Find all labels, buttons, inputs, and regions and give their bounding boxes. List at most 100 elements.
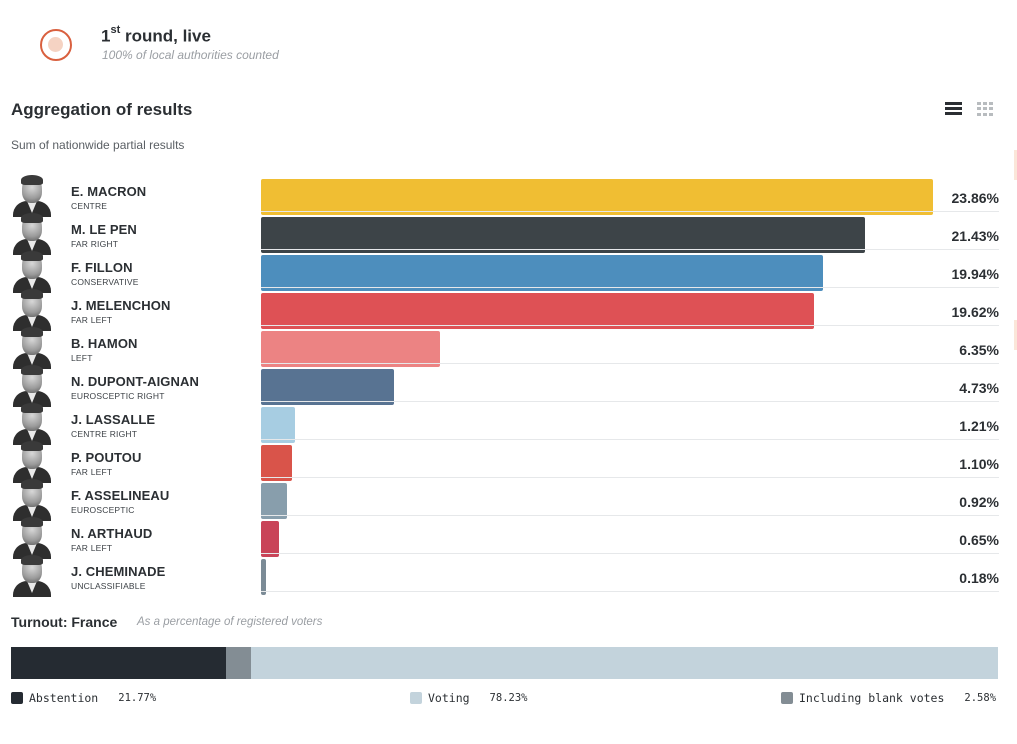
candidate-percentage: 19.62%: [951, 304, 999, 320]
candidate-percentage: 0.18%: [959, 570, 999, 586]
candidate-portrait-icon: [11, 440, 51, 483]
candidate-bar: [261, 559, 267, 595]
grid-view-icon[interactable]: [977, 102, 993, 116]
candidate-portrait-icon: [11, 288, 51, 331]
counted-status: 100% of local authorities counted: [102, 48, 279, 62]
candidate-bar: [261, 293, 814, 329]
candidate-bar: [261, 483, 287, 519]
candidate-name: B. HAMON: [71, 336, 138, 351]
turnout-title: Turnout: France: [11, 614, 118, 630]
blank-swatch: [781, 692, 793, 704]
candidate-percentage: 21.43%: [951, 228, 999, 244]
candidate-row: F. FILLON CONSERVATIVE 19.94%: [0, 250, 1017, 293]
edge-artifact: [1014, 320, 1017, 350]
candidate-portrait-icon: [11, 174, 51, 217]
candidate-portrait-icon: [11, 364, 51, 407]
candidate-party: LEFT: [71, 353, 93, 363]
candidate-bar: [261, 445, 292, 481]
candidate-row: J. MELENCHON FAR LEFT 19.62%: [0, 288, 1017, 331]
turnout-subtitle: As a percentage of registered voters: [137, 616, 323, 628]
candidate-row: N. DUPONT-AIGNAN EUROSCEPTIC RIGHT 4.73%: [0, 364, 1017, 407]
candidate-party: UNCLASSIFIABLE: [71, 581, 146, 591]
live-indicator-icon: [40, 29, 72, 61]
abstention-label: Abstention: [29, 691, 99, 705]
candidate-party: FAR LEFT: [71, 543, 113, 553]
candidate-portrait-icon: [11, 478, 51, 521]
candidate-name: F. FILLON: [71, 260, 133, 275]
row-divider: [261, 553, 999, 554]
turnout-segment-including-blank-votes: [225, 647, 252, 679]
blank-label: Including blank votes: [799, 691, 945, 705]
candidate-portrait-icon: [11, 554, 51, 597]
candidate-name: J. MELENCHON: [71, 298, 171, 313]
candidate-party: FAR LEFT: [71, 467, 113, 477]
candidate-name: E. MACRON: [71, 184, 147, 199]
candidate-row: M. LE PEN FAR RIGHT 21.43%: [0, 212, 1017, 255]
candidate-portrait-icon: [11, 516, 51, 559]
candidate-bar: [261, 521, 280, 557]
turnout-bar: [11, 647, 998, 679]
voting-value: 78.23%: [489, 692, 528, 704]
list-view-icon[interactable]: [945, 102, 962, 116]
candidate-name: N. DUPONT-AIGNAN: [71, 374, 199, 389]
row-divider: [261, 363, 999, 364]
candidate-percentage: 1.21%: [959, 418, 999, 434]
candidate-bar: [261, 331, 440, 367]
candidate-party: EUROSCEPTIC: [71, 505, 135, 515]
candidate-bar: [261, 255, 823, 291]
candidate-portrait-icon: [11, 212, 51, 255]
blank-value: 2.58%: [964, 692, 997, 704]
candidate-bar: [261, 407, 296, 443]
candidate-bar: [261, 369, 395, 405]
candidate-name: M. LE PEN: [71, 222, 137, 237]
candidate-bar: [261, 217, 865, 253]
candidate-name: N. ARTHAUD: [71, 526, 153, 541]
candidate-row: B. HAMON LEFT 6.35%: [0, 326, 1017, 369]
row-divider: [261, 325, 999, 326]
live-header: 1st round, live 100% of local authoritie…: [0, 0, 1017, 80]
voting-label: Voting: [428, 691, 470, 705]
candidate-row: E. MACRON CENTRE 23.86%: [0, 174, 1017, 217]
candidate-row: N. ARTHAUD FAR LEFT 0.65%: [0, 516, 1017, 559]
row-divider: [261, 401, 999, 402]
candidate-portrait-icon: [11, 326, 51, 369]
candidate-bar: [261, 179, 933, 215]
candidate-name: J. CHEMINADE: [71, 564, 166, 579]
row-divider: [261, 591, 999, 592]
candidate-portrait-icon: [11, 250, 51, 293]
abstention-swatch: [11, 692, 23, 704]
row-divider: [261, 211, 999, 212]
candidate-percentage: 1.10%: [959, 456, 999, 472]
candidate-party: CENTRE RIGHT: [71, 429, 138, 439]
candidate-party: FAR RIGHT: [71, 239, 119, 249]
row-divider: [261, 287, 999, 288]
voting-swatch: [410, 692, 422, 704]
results-chart: E. MACRON CENTRE 23.86% M. LE PEN FAR RIGHT 2…: [0, 174, 1017, 597]
row-divider: [261, 439, 999, 440]
candidate-percentage: 23.86%: [951, 190, 999, 206]
candidate-percentage: 0.65%: [959, 532, 999, 548]
section-title: Aggregation of results: [11, 100, 193, 119]
legend-abstention: Abstention 21.77%: [11, 691, 156, 705]
round-title-text: round, live: [120, 26, 211, 46]
candidate-party: FAR LEFT: [71, 315, 113, 325]
candidate-party: CONSERVATIVE: [71, 277, 139, 287]
turnout-segment-abstention: [11, 647, 226, 679]
row-divider: [261, 477, 999, 478]
candidate-name: P. POUTOU: [71, 450, 142, 465]
edge-artifact: [1014, 150, 1017, 180]
row-divider: [261, 515, 999, 516]
candidate-percentage: 19.94%: [951, 266, 999, 282]
section-subtitle: Sum of nationwide partial results: [11, 138, 185, 152]
round-number: 1: [101, 26, 111, 46]
candidate-percentage: 4.73%: [959, 380, 999, 396]
candidate-name: F. ASSELINEAU: [71, 488, 170, 503]
round-suffix: st: [110, 24, 121, 36]
turnout-segment-voting: [251, 647, 998, 679]
candidate-party: CENTRE: [71, 201, 108, 211]
abstention-value: 21.77%: [118, 692, 157, 704]
candidate-percentage: 0.92%: [959, 494, 999, 510]
legend-blank: Including blank votes 2.58%: [781, 691, 996, 705]
candidate-portrait-icon: [11, 402, 51, 445]
candidate-percentage: 6.35%: [959, 342, 999, 358]
